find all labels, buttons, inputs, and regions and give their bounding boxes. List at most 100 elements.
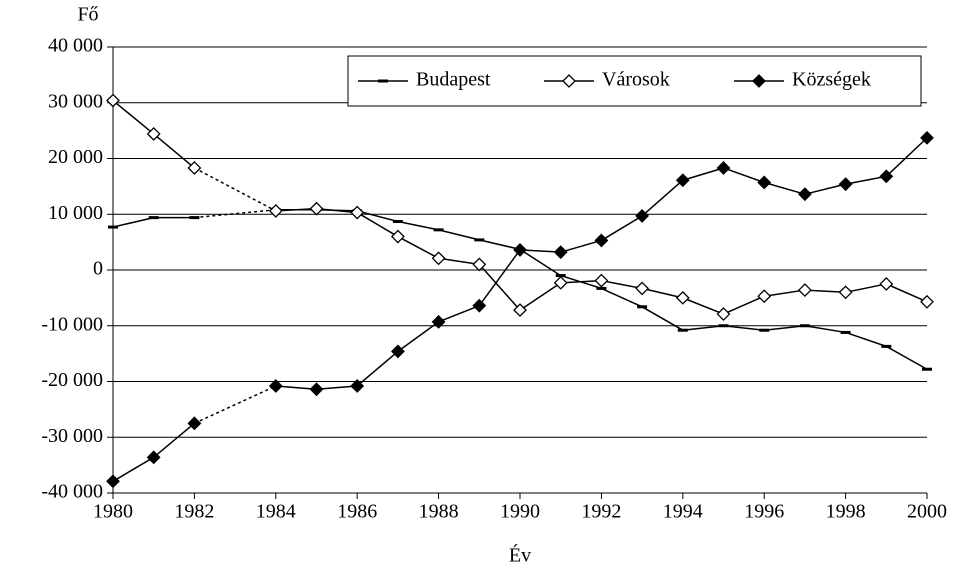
- y-tick-label: -40 000: [41, 481, 103, 503]
- point: [757, 175, 772, 190]
- line-segment: [601, 279, 643, 290]
- line-segment: [885, 345, 928, 370]
- point: [392, 219, 403, 223]
- x-tick-label: 1988: [419, 501, 459, 523]
- line-segment: [519, 249, 561, 253]
- point: [106, 474, 120, 489]
- point: [920, 294, 934, 309]
- y-tick-label: -10 000: [41, 313, 103, 335]
- line-segment: [438, 257, 480, 266]
- x-tick-label: 1994: [663, 501, 703, 523]
- line-segment: [641, 306, 684, 331]
- point: [108, 225, 118, 229]
- line-segment: [194, 385, 277, 424]
- x-tick-label: 1996: [744, 501, 784, 523]
- legend-marker: [752, 74, 766, 88]
- line-segment: [723, 295, 765, 315]
- point: [146, 450, 161, 465]
- point: [513, 243, 527, 257]
- line-segment: [682, 325, 724, 331]
- point: [797, 283, 812, 297]
- point: [677, 328, 688, 332]
- line-segment: [560, 239, 602, 253]
- point: [390, 344, 405, 359]
- legend-box: [347, 55, 922, 107]
- y-axis-label: Fő: [77, 4, 98, 26]
- y-tick-label: -30 000: [41, 425, 103, 447]
- line-segment: [438, 229, 480, 241]
- y-tick-label: -20 000: [41, 369, 103, 391]
- line-segment: [601, 287, 643, 308]
- point: [840, 330, 851, 334]
- legend-label: Városok: [602, 69, 670, 91]
- point: [920, 130, 934, 145]
- point: [433, 228, 444, 232]
- line-segment: [316, 385, 358, 391]
- point: [881, 344, 892, 348]
- point: [350, 205, 365, 220]
- point: [716, 307, 731, 321]
- line-segment: [560, 279, 602, 284]
- point: [431, 314, 446, 329]
- line-segment: [112, 99, 155, 135]
- line-segment: [845, 331, 887, 348]
- line-segment: [112, 216, 154, 228]
- line-segment: [153, 133, 195, 169]
- y-tick-label: 30 000: [48, 90, 103, 112]
- point: [759, 328, 770, 332]
- line-segment: [478, 263, 521, 311]
- point: [757, 289, 772, 304]
- line-segment: [397, 220, 439, 231]
- legend-marker: [378, 79, 388, 83]
- point: [472, 257, 487, 272]
- point: [350, 379, 365, 393]
- line-segment: [885, 137, 928, 177]
- point: [187, 416, 202, 431]
- point: [187, 161, 202, 175]
- point: [555, 274, 566, 278]
- point: [797, 187, 812, 202]
- line-segment: [479, 239, 521, 251]
- legend-label: Községek: [792, 69, 871, 91]
- line-segment: [194, 167, 277, 212]
- x-tick-label: 1986: [337, 501, 377, 523]
- y-tick-label: 20 000: [48, 146, 103, 168]
- line-segment: [885, 283, 928, 303]
- line-segment: [763, 181, 806, 195]
- line-segment: [682, 297, 724, 315]
- y-tick-label: 0: [93, 258, 103, 280]
- line-segment: [804, 289, 846, 294]
- line-segment: [723, 167, 765, 184]
- point: [635, 281, 650, 296]
- point: [390, 229, 405, 244]
- point: [513, 303, 527, 318]
- point: [718, 324, 729, 328]
- line-segment: [153, 422, 195, 458]
- line-segment: [316, 207, 358, 214]
- line-segment: [275, 385, 317, 391]
- point: [268, 203, 283, 218]
- line-segment: [397, 235, 439, 259]
- x-tick-label: 1992: [581, 501, 621, 523]
- point: [675, 173, 690, 188]
- point: [189, 216, 200, 220]
- legend-marker: [562, 74, 576, 88]
- line-segment: [641, 287, 683, 299]
- line-segment: [845, 283, 887, 294]
- line-segment: [112, 456, 155, 482]
- point: [474, 238, 485, 242]
- point: [309, 382, 324, 397]
- point: [148, 216, 159, 220]
- x-tick-label: 1982: [174, 501, 214, 523]
- point: [879, 277, 894, 291]
- point: [596, 286, 607, 290]
- line-segment: [845, 175, 887, 185]
- line-segment: [194, 209, 276, 219]
- point: [553, 245, 568, 260]
- point: [106, 93, 120, 108]
- line-segment: [478, 249, 521, 307]
- x-tick-label: 2000: [907, 501, 947, 523]
- x-tick-label: 1984: [256, 501, 296, 523]
- line-segment: [641, 179, 684, 217]
- point: [146, 127, 161, 141]
